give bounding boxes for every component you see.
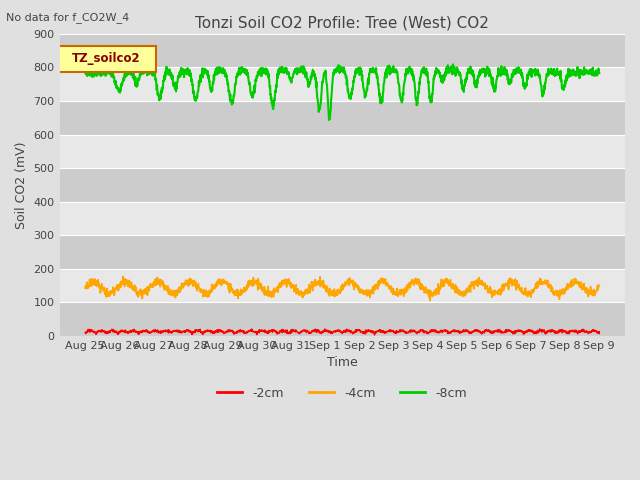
Bar bbox=[60, 34, 625, 68]
FancyBboxPatch shape bbox=[57, 46, 156, 72]
Bar bbox=[60, 269, 625, 302]
Title: Tonzi Soil CO2 Profile: Tree (West) CO2: Tonzi Soil CO2 Profile: Tree (West) CO2 bbox=[195, 15, 489, 30]
Bar bbox=[60, 134, 625, 168]
Bar bbox=[60, 68, 625, 101]
Bar bbox=[60, 235, 625, 269]
X-axis label: Time: Time bbox=[327, 356, 358, 369]
Bar bbox=[60, 168, 625, 202]
Y-axis label: Soil CO2 (mV): Soil CO2 (mV) bbox=[15, 141, 28, 228]
Text: No data for f_CO2W_4: No data for f_CO2W_4 bbox=[6, 12, 130, 23]
Text: TZ_soilco2: TZ_soilco2 bbox=[72, 52, 141, 65]
Legend: -2cm, -4cm, -8cm: -2cm, -4cm, -8cm bbox=[212, 382, 472, 405]
Bar bbox=[60, 202, 625, 235]
Bar bbox=[60, 302, 625, 336]
Bar bbox=[60, 101, 625, 134]
